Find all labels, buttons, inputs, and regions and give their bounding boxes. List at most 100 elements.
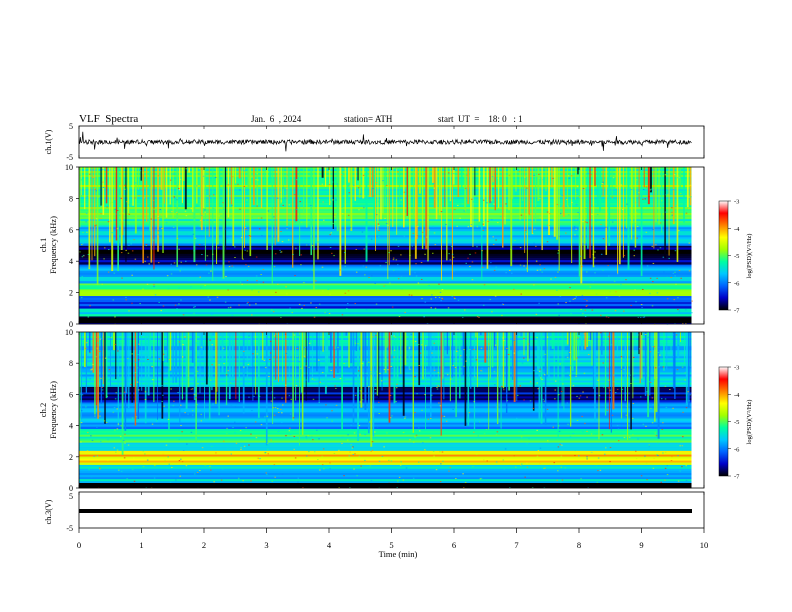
sferic-line: [232, 167, 235, 246]
sferic-line: [141, 332, 143, 391]
spectrum-speckle: [328, 184, 331, 186]
spectrum-speckle: [429, 437, 432, 439]
spectrum-speckle: [433, 198, 436, 200]
spectrum-speckle: [177, 187, 180, 189]
spectrum-speckle: [491, 311, 493, 313]
sferic-line: [84, 332, 86, 368]
spectrum-speckle: [481, 250, 483, 252]
spectrum-speckle: [247, 364, 250, 366]
spectrum-speckle: [682, 436, 684, 438]
sferic-line: [265, 332, 268, 446]
spectrum-row: [79, 249, 692, 253]
spectrum-speckle: [525, 214, 528, 216]
spectrum-speckle: [200, 286, 202, 288]
spectrum-speckle: [438, 297, 441, 299]
spectrum-speckle: [316, 429, 318, 431]
spectrum-speckle: [119, 436, 122, 438]
spectrum-speckle: [248, 396, 250, 398]
sferic-line: [492, 167, 494, 183]
spectrum-speckle: [95, 190, 97, 192]
sferic-line: [624, 332, 626, 402]
spectrum-speckle: [492, 188, 494, 190]
spectrum-speckle: [443, 415, 446, 417]
spectrum-speckle: [384, 285, 387, 287]
spectrum-speckle: [410, 294, 413, 296]
sferic-line: [360, 332, 363, 408]
sferic-line: [569, 332, 572, 427]
spectrum-speckle: [506, 400, 509, 402]
spectrum-speckle: [372, 188, 374, 190]
spectrum-speckle: [605, 297, 608, 299]
spectrum-speckle: [115, 451, 117, 453]
spectrum-speckle: [368, 421, 371, 423]
spectrum-speckle: [271, 480, 274, 482]
sferic-line: [304, 332, 306, 359]
spectrum-speckle: [466, 174, 468, 176]
sferic-line: [433, 332, 435, 387]
spectrum-speckle: [567, 423, 569, 425]
spectrum-speckle: [453, 376, 455, 378]
spectrum-speckle: [596, 481, 599, 483]
spectrum-speckle: [638, 195, 641, 197]
spectrum-speckle: [112, 411, 115, 413]
spectrum-speckle: [467, 226, 470, 228]
spectrum-speckle: [165, 222, 168, 224]
spectrum-speckle: [205, 428, 208, 430]
spectrum-speckle: [125, 249, 127, 251]
sferic-line: [647, 167, 650, 205]
spectrum-speckle: [272, 407, 275, 409]
spectrum-speckle: [98, 196, 100, 198]
spectrum-speckle: [157, 175, 160, 177]
spectrum-speckle: [493, 269, 496, 271]
spectrum-speckle: [539, 269, 542, 271]
spectrum-speckle: [662, 256, 665, 258]
spectrum-speckle: [317, 241, 319, 243]
spectrum-speckle: [170, 263, 173, 265]
sferic-line: [334, 332, 337, 350]
spectrum-speckle: [423, 316, 425, 318]
sferic-line: [132, 167, 134, 206]
spectrum-speckle: [313, 316, 316, 318]
spectrum-speckle: [649, 292, 651, 294]
spectrum-speckle: [262, 268, 265, 270]
spectrum-speckle: [323, 219, 325, 221]
spectrum-speckle: [432, 450, 435, 452]
time-tick-label: 3: [264, 540, 268, 550]
sferic-line: [147, 332, 150, 396]
spectrum-row: [79, 410, 692, 413]
spectrum-speckle: [526, 443, 529, 445]
spectrum-speckle: [237, 183, 239, 185]
spectrum-speckle: [240, 448, 242, 450]
spectrum-speckle: [659, 247, 662, 249]
sferic-line: [222, 167, 225, 279]
spectrum-speckle: [102, 168, 104, 170]
spectrum-speckle: [662, 452, 664, 454]
spectrum-speckle: [138, 389, 140, 391]
spectrum-speckle: [432, 252, 434, 254]
spectrum-speckle: [334, 385, 336, 387]
spectrum-speckle: [465, 262, 467, 264]
sferic-line: [88, 167, 91, 270]
spectrum-row: [79, 470, 692, 474]
spectrum-speckle: [452, 408, 454, 410]
spectrum-speckle: [255, 179, 257, 181]
sferic-line: [179, 332, 181, 424]
spectrum-speckle: [454, 298, 456, 300]
spectrum-speckle: [362, 174, 365, 176]
sferic-line: [578, 332, 580, 356]
spectrum-speckle: [167, 456, 169, 458]
spectrum-speckle: [576, 395, 578, 397]
spectrum-speckle: [520, 464, 522, 466]
spectrum-speckle: [528, 214, 531, 216]
sferic-line: [295, 167, 298, 222]
sferic-line: [399, 167, 401, 203]
spectrum-speckle: [201, 447, 204, 449]
sferic-line: [110, 332, 111, 387]
spectrum-speckle: [243, 170, 245, 172]
spectrum-speckle: [584, 316, 587, 318]
spectrum-speckle: [96, 455, 99, 457]
spectrum-speckle: [613, 381, 615, 383]
spectrum-speckle: [373, 173, 376, 175]
spectrum-speckle: [608, 275, 610, 277]
sferic-line: [235, 332, 237, 399]
